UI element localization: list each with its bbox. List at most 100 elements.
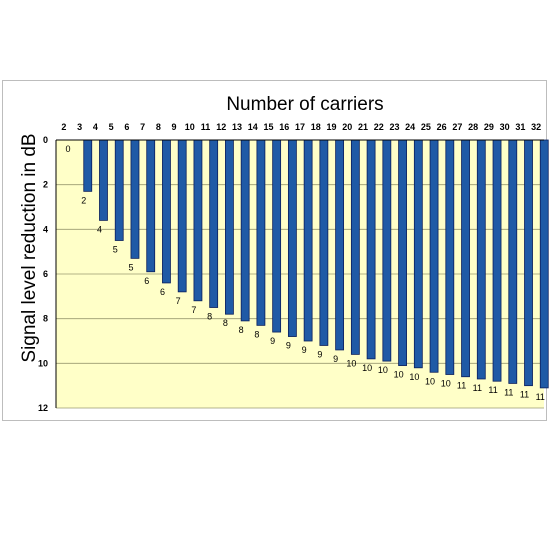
- x-tick-label: 26: [437, 122, 447, 132]
- x-tick-label: 27: [452, 122, 462, 132]
- bar: [492, 139, 502, 382]
- y-tick-label: 6: [43, 269, 48, 279]
- bar: [366, 139, 376, 360]
- data-label: 11: [536, 392, 545, 402]
- x-tick-labels: 2 3 4 5 6 7 8 9 10 11 12 13 14 15 16 17 18 19 20 21 22 23 24 25…: [61, 122, 541, 132]
- x-tick-label: 21: [358, 122, 368, 132]
- data-label: 5: [113, 245, 118, 255]
- x-tick-label: 25: [421, 122, 431, 132]
- x-tick-label: 8: [156, 122, 161, 132]
- chart-title: Number of carriers: [226, 94, 383, 115]
- bar: [177, 139, 187, 293]
- x-tick-label: 15: [264, 122, 274, 132]
- data-label: 8: [239, 325, 244, 335]
- bar: [524, 139, 533, 387]
- x-tick-label: 5: [109, 122, 114, 132]
- x-tick-label: 24: [405, 122, 415, 132]
- data-label: 10: [409, 372, 419, 382]
- x-tick-label: 2: [61, 122, 66, 132]
- data-label: 9: [270, 336, 275, 346]
- y-tick-label: 2: [43, 180, 48, 190]
- bar: [413, 139, 423, 369]
- bar: [287, 139, 297, 337]
- data-label: 10: [346, 358, 356, 368]
- x-tick-label: 7: [140, 122, 145, 132]
- bar: [350, 139, 360, 355]
- bar: [272, 139, 282, 333]
- bar: [398, 139, 407, 366]
- bar: [209, 139, 219, 308]
- y-tick-labels: 0 2 4 6 8 10 12: [38, 135, 48, 413]
- data-label: 6: [160, 287, 165, 297]
- x-tick-label: 9: [172, 122, 177, 132]
- bar: [508, 139, 518, 384]
- x-tick-label: 3: [77, 122, 82, 132]
- x-tick-label: 19: [326, 122, 336, 132]
- data-label: 10: [378, 365, 388, 375]
- x-tick-label: 28: [468, 122, 478, 132]
- bar: [130, 139, 140, 259]
- bar: [193, 139, 203, 302]
- x-tick-label: 12: [216, 122, 226, 132]
- bar: [256, 139, 266, 326]
- data-label: 4: [97, 224, 102, 234]
- x-tick-label: 23: [389, 122, 399, 132]
- data-label: 7: [191, 305, 196, 315]
- y-axis-label: Signal level reduction in dB: [19, 133, 40, 362]
- data-label: 9: [302, 345, 307, 355]
- data-label: 8: [207, 312, 212, 322]
- data-label: 6: [144, 276, 149, 286]
- data-label: 8: [254, 329, 259, 339]
- x-tick-label: 16: [279, 122, 289, 132]
- y-tick-label: 12: [38, 403, 48, 413]
- data-label: 8: [223, 318, 228, 328]
- bar: [429, 139, 439, 373]
- data-label: 11: [473, 383, 482, 393]
- data-label: 11: [488, 385, 497, 395]
- data-label: 7: [176, 296, 181, 306]
- data-label: 11: [520, 390, 529, 400]
- y-tick-label: 4: [43, 224, 48, 234]
- data-label: 2: [81, 195, 86, 205]
- x-tick-label: 30: [500, 122, 510, 132]
- x-tick-label: 14: [248, 122, 258, 132]
- bar: [162, 139, 171, 284]
- bar: [461, 139, 470, 378]
- x-tick-label: 29: [484, 122, 494, 132]
- data-label: 11: [457, 381, 466, 391]
- data-label: 11: [504, 387, 513, 397]
- data-label: 10: [362, 363, 372, 373]
- data-label: 9: [286, 341, 291, 351]
- bar: [114, 139, 124, 241]
- data-label: 5: [128, 262, 133, 272]
- data-label: 10: [394, 370, 404, 380]
- x-tick-label: 22: [374, 122, 384, 132]
- data-label: 10: [441, 379, 451, 389]
- bar: [225, 139, 234, 315]
- bar: [240, 139, 250, 322]
- bar: [303, 139, 313, 342]
- bar: [445, 139, 455, 375]
- bar: [83, 139, 93, 192]
- bar: [335, 139, 345, 351]
- x-tick-label: 10: [185, 122, 195, 132]
- x-tick-label: 4: [93, 122, 98, 132]
- y-tick-label: 0: [43, 135, 48, 145]
- x-tick-label: 6: [124, 122, 129, 132]
- data-label: 10: [425, 376, 435, 386]
- data-label: 9: [333, 354, 338, 364]
- x-tick-label: 11: [201, 122, 211, 132]
- x-tick-label: 18: [311, 122, 321, 132]
- y-tick-label: 10: [38, 358, 48, 368]
- x-tick-label: 13: [232, 122, 242, 132]
- x-tick-label: 32: [531, 122, 541, 132]
- bar: [319, 139, 329, 346]
- bar: [99, 139, 108, 221]
- x-tick-label: 17: [295, 122, 305, 132]
- data-label: 0: [65, 144, 70, 154]
- x-tick-label: 31: [515, 122, 525, 132]
- y-tick-label: 8: [43, 314, 48, 324]
- x-tick-label: 20: [342, 122, 352, 132]
